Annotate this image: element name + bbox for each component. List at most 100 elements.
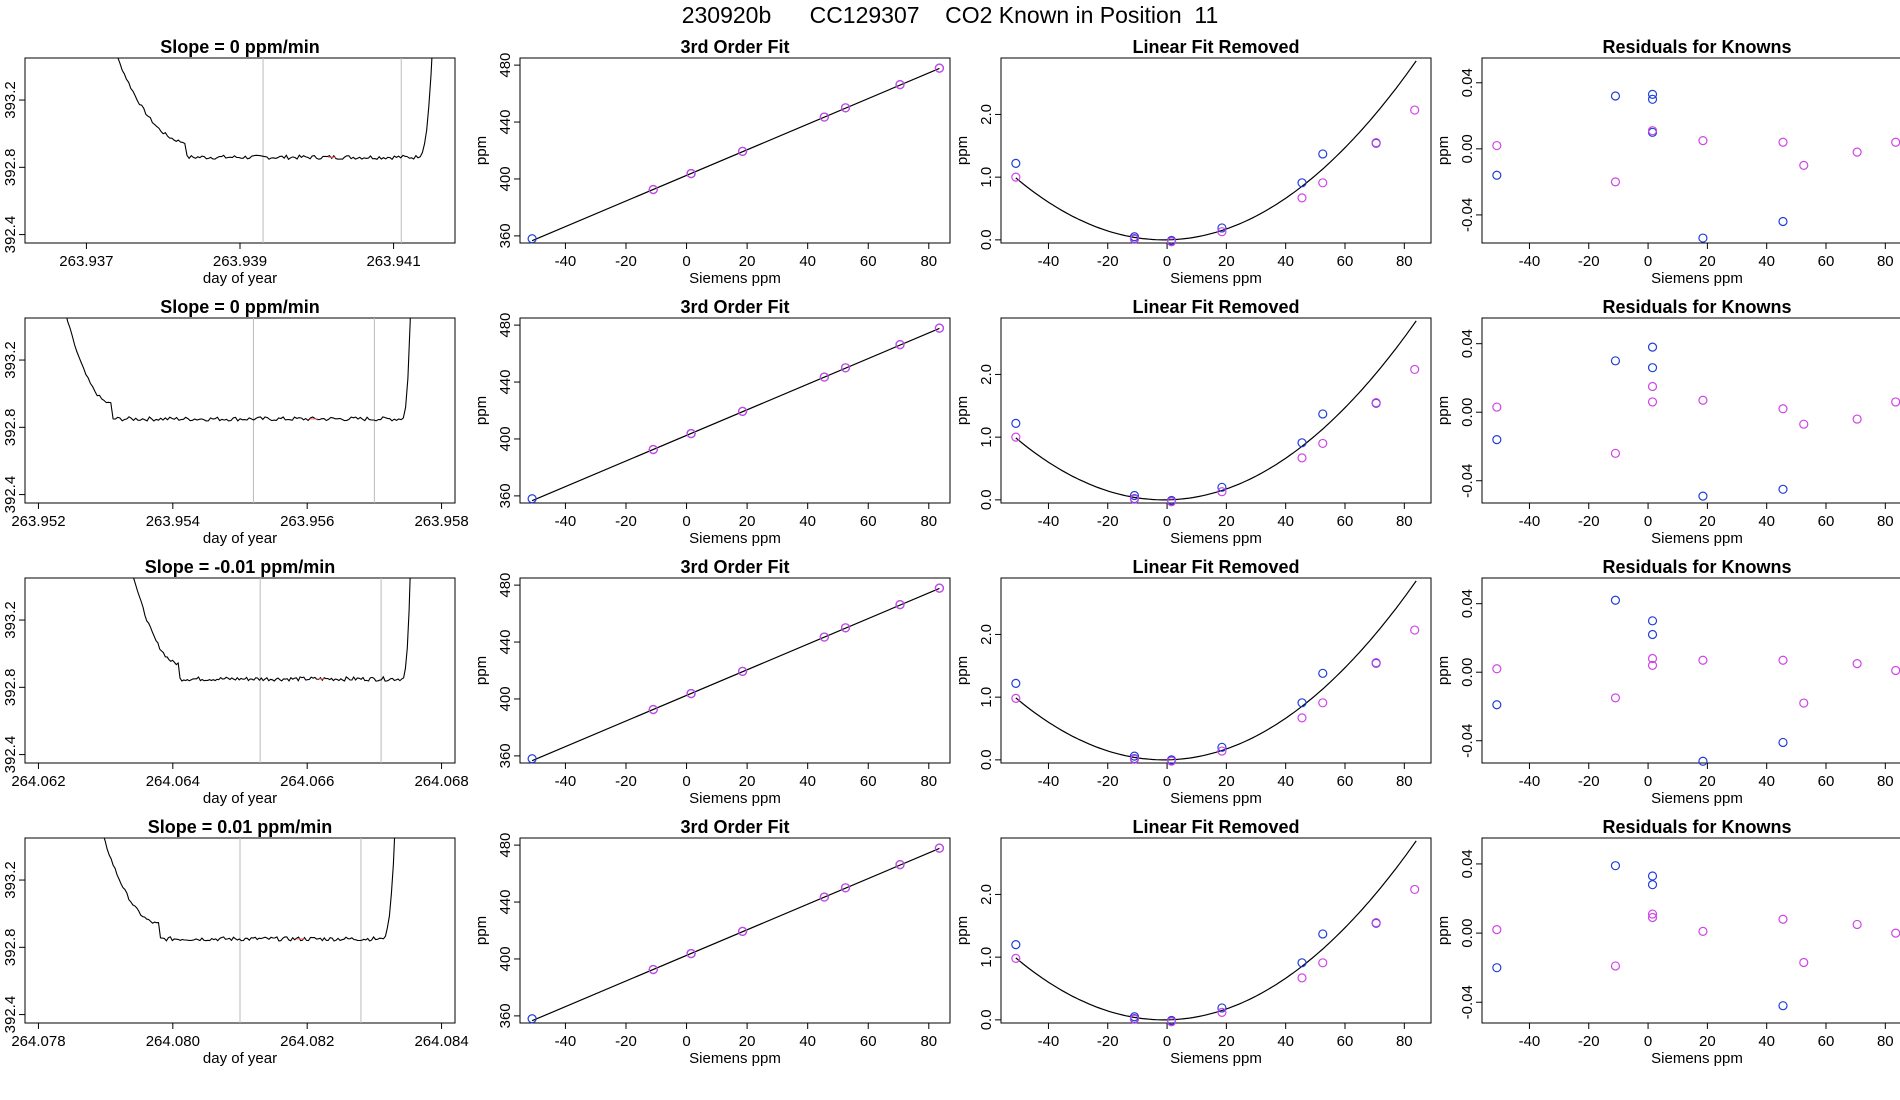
x-tick-label: -40 bbox=[1038, 1033, 1060, 1050]
y-tick-label: 400 bbox=[497, 686, 514, 711]
magenta-data-point bbox=[1166, 1017, 1177, 1027]
magenta-data-point bbox=[648, 184, 658, 195]
y-tick-label: 392.4 bbox=[2, 736, 19, 774]
x-tick-label: 264.080 bbox=[146, 1033, 200, 1050]
magenta-data-point bbox=[1129, 1014, 1140, 1024]
x-tick-label: 20 bbox=[1218, 253, 1235, 270]
panel-title: Linear Fit Removed bbox=[1132, 37, 1299, 57]
magenta-data-point bbox=[737, 926, 748, 936]
y-tick-label: 392.4 bbox=[2, 216, 19, 254]
x-tick-label: 0 bbox=[1644, 513, 1652, 530]
plot-frame bbox=[1481, 57, 1900, 244]
plot-frame bbox=[519, 317, 951, 504]
quadratic-fit-curve bbox=[1015, 840, 1417, 1021]
fit-line bbox=[531, 587, 940, 762]
magenta-data-point bbox=[1778, 137, 1788, 147]
blue-data-point bbox=[1129, 490, 1140, 501]
y-tick-label: 480 bbox=[497, 53, 514, 78]
y-tick-label: 480 bbox=[497, 833, 514, 858]
plot-frame bbox=[1481, 837, 1900, 1024]
y-tick-label: 0.04 bbox=[1459, 329, 1476, 358]
magenta-data-point bbox=[1166, 497, 1177, 507]
x-tick-label: 20 bbox=[739, 773, 756, 790]
quadratic-fit-curve bbox=[1015, 60, 1417, 241]
ppm-trace-line bbox=[66, 318, 411, 422]
y-tick-label: 0.0 bbox=[978, 749, 995, 770]
magenta-data-point bbox=[934, 63, 945, 73]
x-tick-label: 40 bbox=[1758, 513, 1775, 530]
x-tick-label: 60 bbox=[1818, 253, 1835, 270]
x-tick-label: 20 bbox=[1218, 1033, 1235, 1050]
x-tick-label: 20 bbox=[739, 253, 756, 270]
magenta-data-point bbox=[819, 112, 829, 122]
x-tick-label: 40 bbox=[799, 1033, 816, 1050]
magenta-data-point bbox=[1698, 655, 1708, 665]
y-tick-label: 1.0 bbox=[978, 427, 995, 448]
blue-data-point bbox=[1647, 363, 1658, 373]
magenta-data-point bbox=[1011, 432, 1021, 442]
y-tick-label: 392.8 bbox=[2, 149, 19, 187]
x-tick-label: 60 bbox=[860, 1033, 877, 1050]
x-tick-label: 0 bbox=[1163, 773, 1171, 790]
x-tick-label: 263.954 bbox=[146, 513, 200, 530]
magenta-data-point bbox=[1610, 177, 1621, 187]
magenta-data-point bbox=[1852, 659, 1862, 669]
y-tick-label: 0.04 bbox=[1459, 68, 1476, 97]
plot-frame bbox=[519, 577, 951, 764]
magenta-data-point bbox=[819, 632, 829, 642]
blue-data-point bbox=[1610, 861, 1621, 871]
blue-data-point bbox=[1011, 418, 1021, 428]
x-tick-label: -20 bbox=[1578, 513, 1600, 530]
y-axis-label: ppm bbox=[1435, 916, 1452, 945]
x-tick-label: -40 bbox=[1038, 773, 1060, 790]
blue-data-point bbox=[1610, 91, 1621, 101]
blue-data-point bbox=[1647, 89, 1658, 99]
x-tick-label: 80 bbox=[1396, 253, 1413, 270]
x-tick-label: 0 bbox=[682, 1033, 690, 1050]
y-axis-label: ppm bbox=[954, 136, 971, 165]
magenta-data-point bbox=[1852, 919, 1862, 930]
magenta-data-point bbox=[1647, 660, 1658, 670]
x-tick-label: 20 bbox=[1218, 773, 1235, 790]
x-tick-label: 80 bbox=[920, 773, 937, 790]
x-tick-label: 80 bbox=[1396, 1033, 1413, 1050]
x-tick-label: 60 bbox=[1337, 253, 1354, 270]
blue-data-point bbox=[1647, 342, 1658, 352]
x-tick-label: 40 bbox=[799, 253, 816, 270]
fit-line bbox=[531, 847, 940, 1022]
blue-data-point bbox=[1778, 737, 1788, 748]
blue-data-point bbox=[1217, 1003, 1227, 1013]
x-axis-label: Siemens ppm bbox=[1170, 1050, 1262, 1067]
blue-data-point bbox=[527, 234, 537, 244]
y-tick-label: 400 bbox=[497, 946, 514, 971]
x-tick-label: 20 bbox=[1699, 513, 1716, 530]
blue-data-point bbox=[1129, 751, 1140, 761]
ppm-trace-line bbox=[117, 58, 433, 161]
y-tick-label: 360 bbox=[497, 743, 514, 768]
y-axis-label: ppm bbox=[473, 916, 490, 945]
magenta-data-point bbox=[1011, 172, 1021, 182]
x-tick-label: 60 bbox=[1337, 513, 1354, 530]
magenta-data-point bbox=[1778, 914, 1788, 924]
magenta-data-point bbox=[1647, 909, 1658, 919]
x-tick-label: 263.939 bbox=[213, 253, 267, 270]
plot-frame bbox=[24, 57, 456, 244]
magenta-data-point bbox=[1647, 381, 1658, 392]
x-tick-label: 264.078 bbox=[11, 1033, 65, 1050]
magenta-data-point bbox=[1778, 655, 1788, 665]
blue-data-point bbox=[1492, 170, 1502, 180]
panel-title: 3rd Order Fit bbox=[680, 37, 789, 57]
magenta-data-point bbox=[1698, 926, 1708, 936]
magenta-data-point bbox=[1799, 698, 1809, 708]
magenta-data-point bbox=[1297, 713, 1307, 723]
x-tick-label: 60 bbox=[1337, 773, 1354, 790]
x-tick-label: -40 bbox=[555, 513, 577, 530]
x-tick-label: 80 bbox=[1877, 773, 1894, 790]
blue-data-point bbox=[527, 1014, 537, 1024]
blue-data-point bbox=[1217, 482, 1227, 492]
y-tick-label: 393.2 bbox=[2, 341, 19, 379]
y-tick-label: 0.0 bbox=[978, 489, 995, 510]
panel-title: Residuals for Knowns bbox=[1602, 557, 1791, 577]
blue-data-point bbox=[1698, 756, 1708, 766]
magenta-data-point bbox=[1318, 438, 1328, 449]
